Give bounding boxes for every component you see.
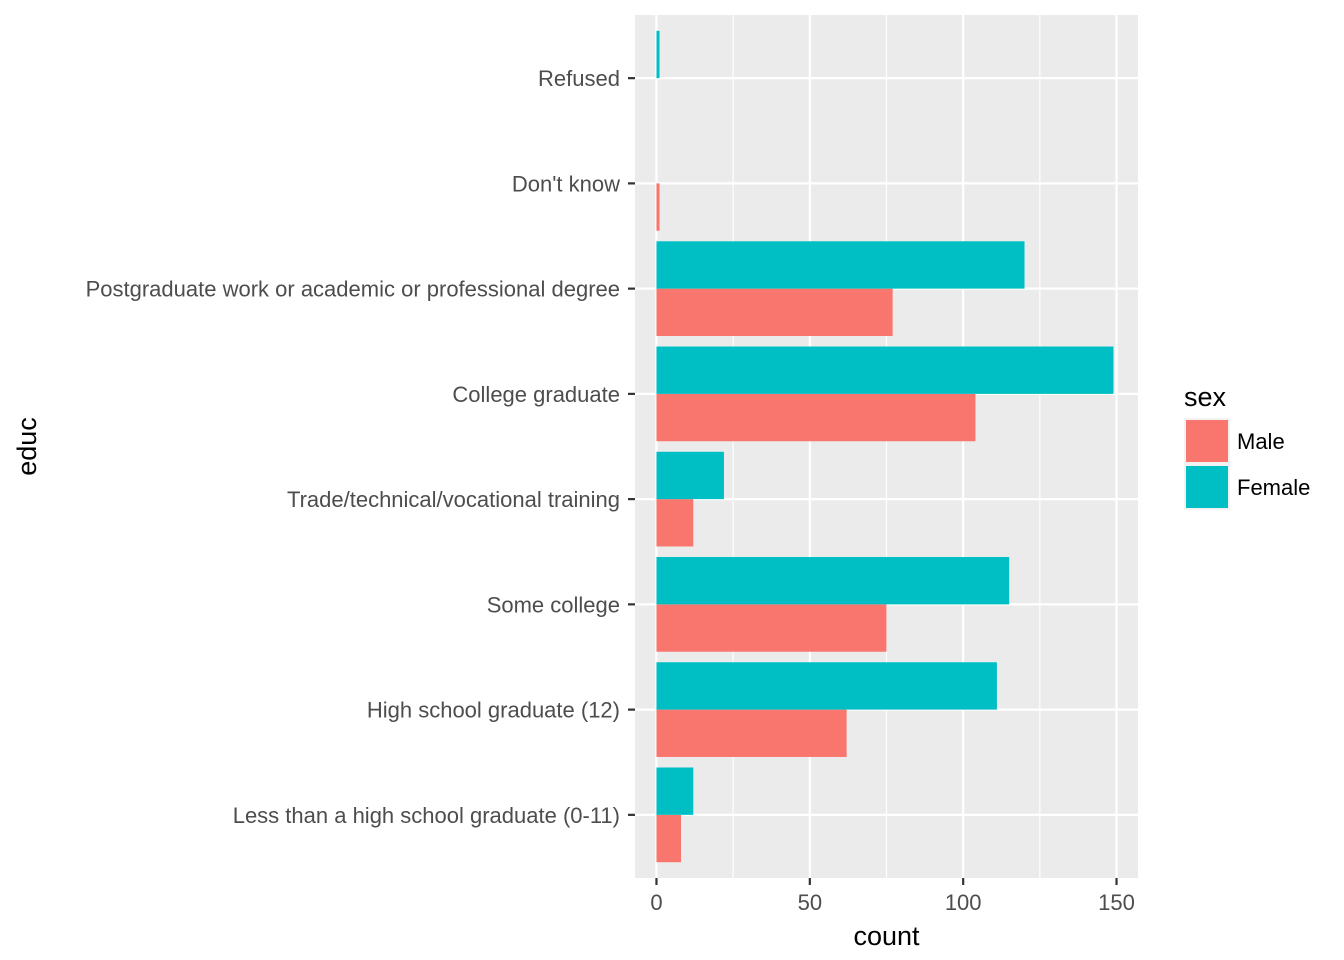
bar-male (656, 499, 694, 547)
bar-male (656, 288, 893, 336)
x-tick-label: 100 (945, 890, 982, 915)
y-tick-label: Trade/technical/vocational training (287, 487, 620, 512)
x-tick-label: 0 (650, 890, 662, 915)
y-tick-label: Less than a high school graduate (0-11) (233, 803, 620, 828)
bar-female (656, 30, 660, 79)
legend: sex Male Female (1184, 382, 1310, 510)
bar-female (656, 767, 694, 815)
legend-label-female: Female (1237, 475, 1310, 500)
bar-female (656, 451, 724, 500)
bar-male (656, 709, 847, 757)
x-tick-label: 150 (1098, 890, 1135, 915)
y-tick-label: High school graduate (12) (367, 698, 620, 723)
x-axis: 0 50 100 150 (650, 878, 1135, 915)
y-tick-label: Some college (487, 592, 620, 617)
bars (656, 30, 1114, 863)
legend-key-male (1186, 420, 1228, 462)
y-axis-title: educ (12, 417, 42, 476)
legend-label-male: Male (1237, 429, 1285, 454)
bar-male (656, 393, 976, 442)
y-tick-label: Refused (538, 66, 620, 91)
bar-female (656, 662, 997, 710)
y-axis: Less than a high school graduate (0-11) H… (86, 66, 635, 828)
bar-female (656, 346, 1114, 394)
bar-female (656, 557, 1010, 605)
bar-male (656, 183, 660, 231)
legend-key-female (1186, 466, 1228, 508)
bar-female (656, 241, 1025, 289)
y-tick-label: Postgraduate work or academic or profess… (86, 277, 620, 302)
legend-title: sex (1184, 382, 1227, 412)
x-tick-label: 50 (798, 890, 822, 915)
bar-male (656, 814, 682, 863)
y-tick-label: College graduate (452, 382, 620, 407)
bar-male (656, 604, 887, 652)
x-axis-title: count (853, 921, 920, 951)
y-tick-label: Don't know (512, 171, 620, 196)
